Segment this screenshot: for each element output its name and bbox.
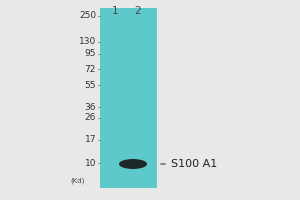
Text: 55: 55 bbox=[85, 80, 96, 90]
Text: 72: 72 bbox=[85, 64, 96, 73]
Text: 17: 17 bbox=[85, 136, 96, 144]
Bar bbox=[100, 8, 157, 188]
Text: 250: 250 bbox=[79, 11, 96, 21]
Text: 95: 95 bbox=[85, 49, 96, 58]
Text: 10: 10 bbox=[85, 158, 96, 168]
Text: 26: 26 bbox=[85, 114, 96, 122]
Text: 130: 130 bbox=[79, 38, 96, 46]
Text: 2: 2 bbox=[135, 6, 141, 16]
Ellipse shape bbox=[119, 159, 147, 169]
Text: (Kd): (Kd) bbox=[71, 178, 85, 184]
Text: S100 A1: S100 A1 bbox=[171, 159, 217, 169]
Text: 1: 1 bbox=[112, 6, 118, 16]
Text: 36: 36 bbox=[85, 102, 96, 112]
